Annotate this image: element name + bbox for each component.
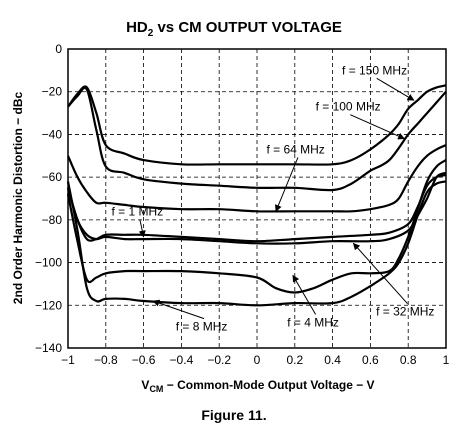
- chart-title-main: HD: [126, 19, 148, 36]
- x-tick-label: −0.6: [132, 353, 156, 367]
- y-tick-label: −40: [42, 127, 63, 141]
- chart-title-subscript: 2: [148, 28, 154, 39]
- x-tick-label: 0.8: [400, 353, 417, 367]
- chart-title: HD2 vs CM OUTPUT VOLTAGE: [126, 19, 342, 39]
- x-tick-label: 0.2: [286, 353, 303, 367]
- x-tick-label: 0.4: [324, 353, 341, 367]
- annotation-arrow: [352, 242, 408, 305]
- annotation-arrow: [350, 114, 406, 140]
- y-tick-label: 0: [55, 42, 62, 56]
- annotation-arrow: [376, 77, 415, 101]
- x-tick-label: 0.6: [362, 353, 379, 367]
- x-tick-label: −0.2: [207, 353, 231, 367]
- y-tick-labels: 0 −20 −40 −60 −80 −100 −120 −140: [35, 42, 62, 355]
- y-tick-label: −80: [42, 213, 63, 227]
- annotation-label: f = 1 MHz: [111, 204, 163, 218]
- x-tick-label: 1: [443, 353, 450, 367]
- y-axis-label: 2nd Order Harmonic Distortion − dBc: [11, 91, 25, 304]
- y-tick-label: −100: [35, 256, 62, 270]
- x-tick-label: −0.4: [170, 353, 194, 367]
- x-tick-label: −0.8: [94, 353, 118, 367]
- annotation-label: f = 100 MHz: [316, 100, 381, 114]
- y-tick-label: −120: [35, 298, 62, 312]
- annotation-label: f = 32 MHz: [376, 305, 434, 319]
- annotation-label: f = 64 MHz: [266, 142, 324, 156]
- y-tick-label: −140: [35, 341, 62, 355]
- x-axis-label-subscript: CM: [149, 384, 163, 394]
- annotations: f = 150 MHz f = 100 MHz f = 64 MHz f = 1 MH…: [111, 63, 434, 333]
- series-line-f-4-mhz: [66, 159, 447, 294]
- chart-title-rest: vs CM OUTPUT VOLTAGE: [153, 19, 342, 36]
- x-tick-label: −1: [61, 353, 75, 367]
- annotation-arrow: [138, 219, 146, 238]
- annotation-arrow: [275, 157, 299, 212]
- x-axis-label-rest: − Common-Mode Output Voltage − V: [163, 378, 374, 392]
- annotation-arrow: [292, 274, 317, 315]
- series-lines: [66, 84, 447, 307]
- x-axis-label: VCM − Common-Mode Output Voltage − V: [141, 378, 374, 394]
- grid: [68, 49, 446, 348]
- y-tick-label: −60: [42, 170, 63, 184]
- series-line-f-100-mhz: [67, 86, 447, 192]
- annotation-label: f = 4 MHz: [287, 315, 339, 329]
- annotation-arrow: [152, 299, 205, 320]
- series-line-f-8-mhz: [66, 180, 447, 307]
- annotation-label: f = 8 MHz: [176, 320, 228, 334]
- series-line-f-150-mhz: [67, 84, 447, 166]
- y-tick-label: −20: [42, 85, 63, 99]
- annotation-label: f = 150 MHz: [342, 63, 407, 77]
- x-axis-label-v: V: [141, 378, 149, 392]
- series-line-f-64-mhz: [66, 144, 447, 213]
- x-tick-label: 0: [254, 353, 261, 367]
- figure-caption: Figure 11.: [201, 407, 266, 423]
- x-tick-labels: −1 −0.8 −0.6 −0.4 −0.2 0 0.2 0.4 0.6 0.8 1: [61, 353, 450, 367]
